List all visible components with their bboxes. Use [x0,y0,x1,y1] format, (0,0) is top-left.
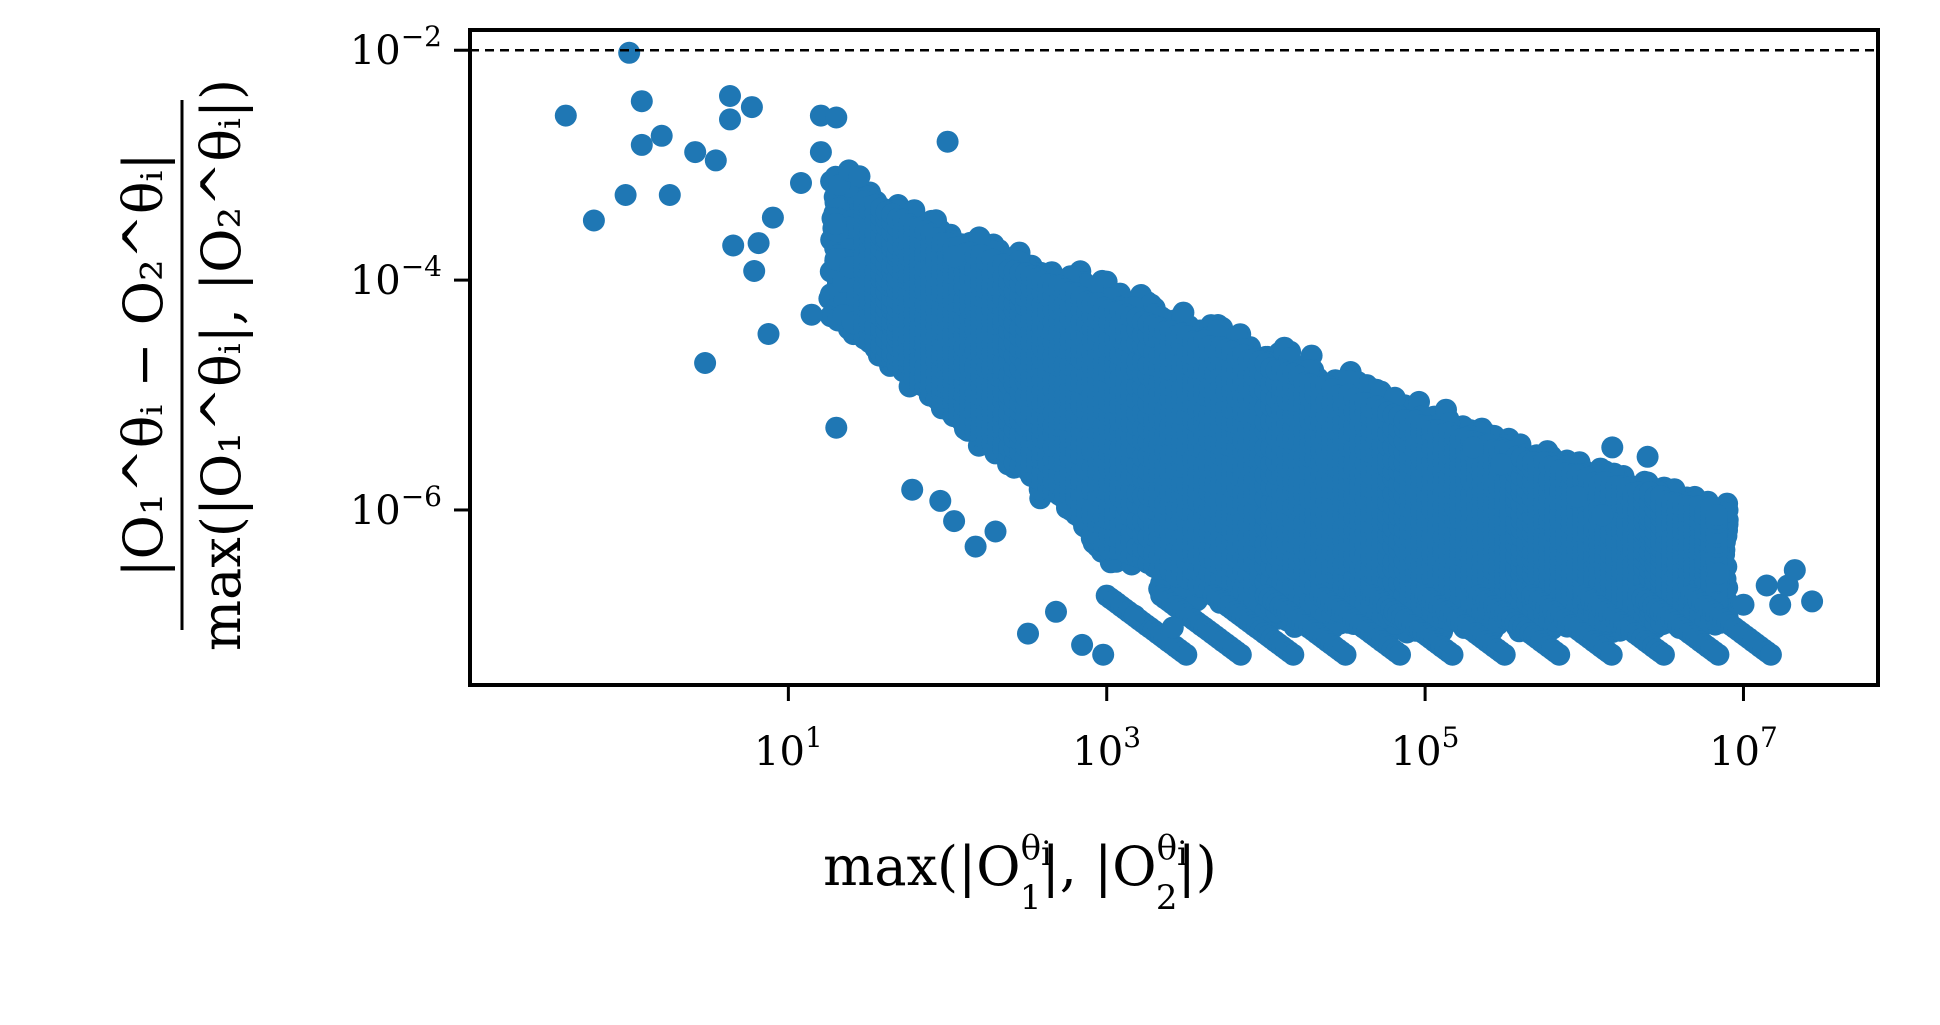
points-layer [554,41,1824,666]
data-point [824,213,847,236]
data-point [1172,301,1195,324]
